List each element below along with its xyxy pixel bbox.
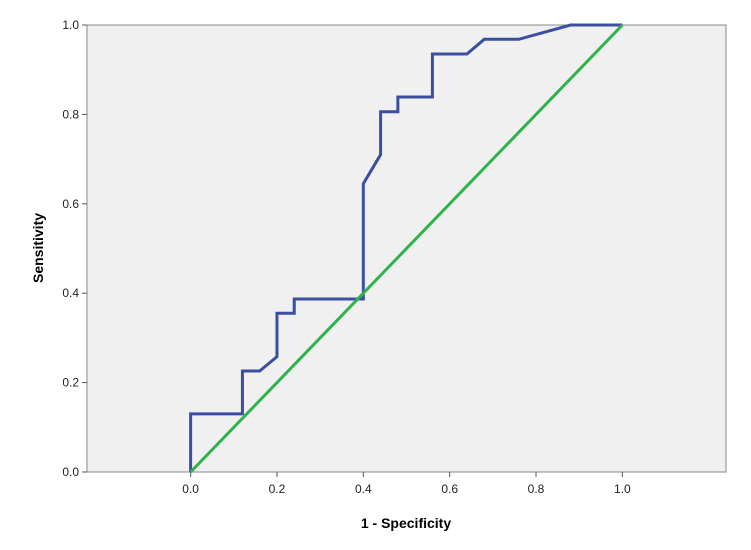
- x-tick-label: 0.6: [441, 482, 458, 496]
- reference-line: [189, 23, 624, 474]
- y-tick-label: 0.2: [62, 376, 79, 390]
- x-tick-label: 0.2: [269, 482, 286, 496]
- x-tick-label: 0.4: [355, 482, 372, 496]
- x-tick-label: 0.8: [528, 482, 545, 496]
- x-axis-title: 1 - Specificity: [361, 515, 451, 531]
- roc-curve-line: [189, 23, 623, 472]
- y-tick-label: 0.0: [62, 465, 79, 479]
- x-tick-label: 0.0: [182, 482, 199, 496]
- y-axis-title: Sensitivity: [30, 213, 46, 283]
- series-layer: [189, 23, 624, 474]
- y-tick-label: 0.6: [62, 197, 79, 211]
- y-tick-label: 0.4: [62, 286, 79, 300]
- y-tick-label: 1.0: [62, 18, 79, 32]
- y-tick-label: 0.8: [62, 107, 79, 121]
- x-tick-label: 1.0: [614, 482, 631, 496]
- axis-layer: 0.0 0.2 0.4 0.6 0.8 1.0 0.0 0.2 0.4 0.6 0.8 1.0: [62, 18, 631, 496]
